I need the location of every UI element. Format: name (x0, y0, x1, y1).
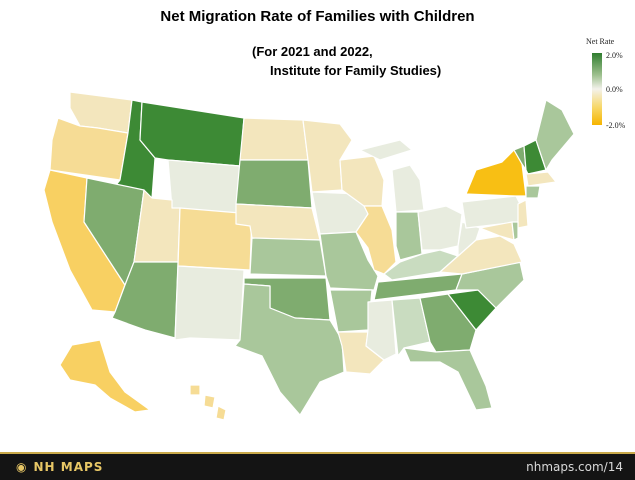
state-maine (535, 99, 575, 171)
state-new-hampshire (523, 139, 547, 175)
state-ohio (417, 205, 463, 251)
state-kentucky (383, 249, 459, 281)
state-hawaii (189, 384, 227, 421)
legend-color-bar (592, 53, 602, 125)
state-new-jersey (517, 199, 529, 229)
map-subtitle: (For 2021 and 2022, Institute for Family… (252, 44, 442, 78)
legend: Net Rate 2.0% 0.0% -2.0% (578, 37, 633, 137)
state-north-dakota (239, 117, 309, 161)
state-alabama (391, 297, 431, 357)
state-montana (139, 101, 245, 167)
state-florida (403, 347, 493, 411)
legend-tick-mid: 0.0% (606, 85, 623, 94)
legend-tick-low: -2.0% (606, 121, 626, 130)
footer-url[interactable]: nhmaps.com/14 (526, 460, 623, 474)
map-title: Net Migration Rate of Families with Chil… (160, 8, 475, 25)
state-kansas (249, 237, 327, 277)
brand-logo: ◉ NH MAPS (16, 460, 103, 474)
state-texas (234, 283, 345, 416)
state-wyoming (167, 159, 241, 215)
map-pin-icon: ◉ (16, 460, 28, 474)
state-connecticut (525, 185, 541, 199)
legend-tick-high: 2.0% (606, 51, 623, 60)
state-missouri (319, 231, 379, 291)
brand-name: NH MAPS (33, 460, 104, 474)
state-new-york (465, 149, 527, 197)
state-michigan (359, 139, 425, 213)
state-new-mexico (174, 265, 245, 341)
us-map (43, 91, 575, 421)
state-illinois (355, 205, 397, 275)
footer-bar: ◉ NH MAPS nhmaps.com/14 (0, 452, 635, 480)
state-south-dakota (235, 159, 313, 209)
state-west-virginia (457, 221, 481, 257)
state-arkansas (329, 289, 373, 333)
legend-title: Net Rate (586, 37, 615, 46)
state-massachusetts (525, 171, 557, 187)
state-indiana (395, 211, 423, 261)
state-delaware (511, 221, 519, 241)
state-alaska (59, 339, 151, 413)
